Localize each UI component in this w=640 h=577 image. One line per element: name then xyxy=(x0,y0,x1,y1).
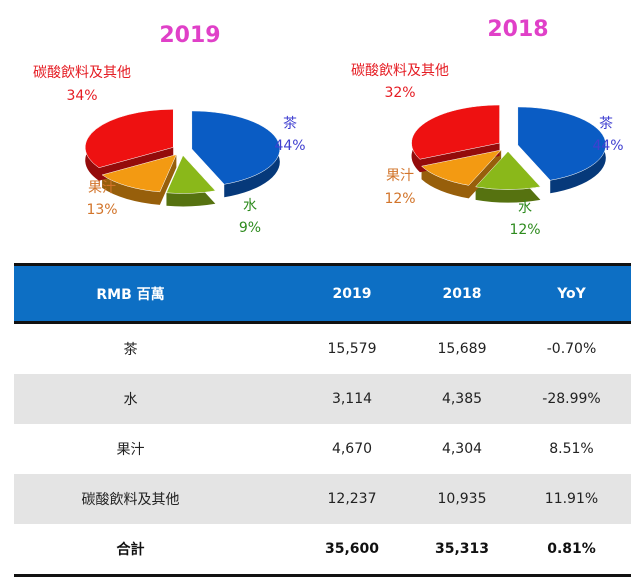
row-category: 果汁 xyxy=(116,442,145,458)
pie-slice-carbonated-2019 xyxy=(85,109,174,168)
header-2019: 2019 xyxy=(332,285,372,302)
chart-title-2018: 2018 xyxy=(487,17,548,42)
row-2019: 12,237 xyxy=(327,491,377,507)
slice-label-tea-2019: 茶 xyxy=(283,116,297,132)
slice-percent-water-2019: 9% xyxy=(239,220,261,236)
row-2018: 10,935 xyxy=(437,491,487,507)
table-row: 水 3,114 4,385 -28.99% xyxy=(14,374,631,424)
row-2018: 15,689 xyxy=(437,341,487,357)
row-yoy: 8.51% xyxy=(549,441,594,457)
slice-percent-carbonated-2018: 32% xyxy=(384,85,415,101)
slice-label-water-2018: 水 xyxy=(518,200,532,216)
row-yoy: -0.70% xyxy=(546,341,597,357)
slice-percent-carbonated-2019: 34% xyxy=(66,88,97,104)
row-2019: 3,114 xyxy=(331,391,373,407)
pie-slice-carbonated-2018 xyxy=(411,104,500,160)
slice-percent-water-2018: 12% xyxy=(509,222,540,238)
row-2018: 4,385 xyxy=(441,391,483,407)
row-yoy: -28.99% xyxy=(542,391,601,407)
pie-slice-tea-2019 xyxy=(191,110,281,185)
table-row: 碳酸飲料及其他 12,237 10,935 11.91% xyxy=(14,474,631,524)
header-2018: 2018 xyxy=(442,285,482,302)
total-2019: 35,600 xyxy=(324,541,380,557)
slice-label-juice-2018: 果汁 xyxy=(386,168,414,184)
pie-slice-side-water-2019 xyxy=(166,155,216,207)
table-row: 果汁 4,670 4,304 8.51% xyxy=(14,424,631,474)
total-yoy: 0.81% xyxy=(547,541,596,557)
row-category: 茶 xyxy=(123,342,138,358)
row-2018: 4,304 xyxy=(441,441,483,457)
pie-slice-water-2019 xyxy=(166,155,216,194)
row-2019: 4,670 xyxy=(331,441,373,457)
row-category: 水 xyxy=(123,392,138,408)
pie-slice-side-juice-2019 xyxy=(102,154,177,205)
pie-slice-juice-2018 xyxy=(420,149,502,186)
table-row: 茶 15,579 15,689 -0.70% xyxy=(14,324,631,374)
pie-charts: 2019 茶 44% 水 9% 果汁 13% 碳酸飲料及其他 34% 2018 茶 44% 水 12% 果汁… xyxy=(33,17,624,238)
total-2018: 35,313 xyxy=(434,541,490,557)
header-yoy: YoY xyxy=(557,285,586,302)
pie-slice-water-2018 xyxy=(475,151,541,190)
row-2019: 15,579 xyxy=(327,341,377,357)
sales-table: RMB 百萬 2019 2018 YoY 茶 15,579 15,689 -0.… xyxy=(14,263,631,577)
slice-percent-tea-2018: 44% xyxy=(592,138,623,154)
chart-title-2019: 2019 xyxy=(159,23,220,48)
slice-percent-juice-2018: 12% xyxy=(384,191,415,207)
table-total-row: 合計 35,600 35,313 0.81% xyxy=(14,524,631,574)
row-yoy: 11.91% xyxy=(544,491,599,507)
pie-slice-side-water-2018 xyxy=(475,151,541,203)
slice-label-carbonated-2019: 碳酸飲料及其他 xyxy=(33,65,131,81)
pie-slice-side-juice-2018 xyxy=(421,150,502,199)
row-category: 碳酸飲料及其他 xyxy=(81,492,180,508)
pie-slice-juice-2019 xyxy=(101,154,177,193)
header-unit: RMB 百萬 xyxy=(96,286,165,303)
table-header: RMB 百萬 2019 2018 YoY xyxy=(14,263,631,324)
slice-label-water-2019: 水 xyxy=(243,198,257,214)
slice-percent-juice-2019: 13% xyxy=(86,202,117,218)
slice-percent-tea-2019: 44% xyxy=(274,138,305,154)
slice-label-carbonated-2018: 碳酸飲料及其他 xyxy=(351,63,449,79)
slice-label-tea-2018: 茶 xyxy=(599,116,613,132)
total-label: 合計 xyxy=(116,542,145,558)
pie-slice-tea-2018 xyxy=(517,106,607,181)
slice-label-juice-2019: 果汁 xyxy=(88,180,116,196)
